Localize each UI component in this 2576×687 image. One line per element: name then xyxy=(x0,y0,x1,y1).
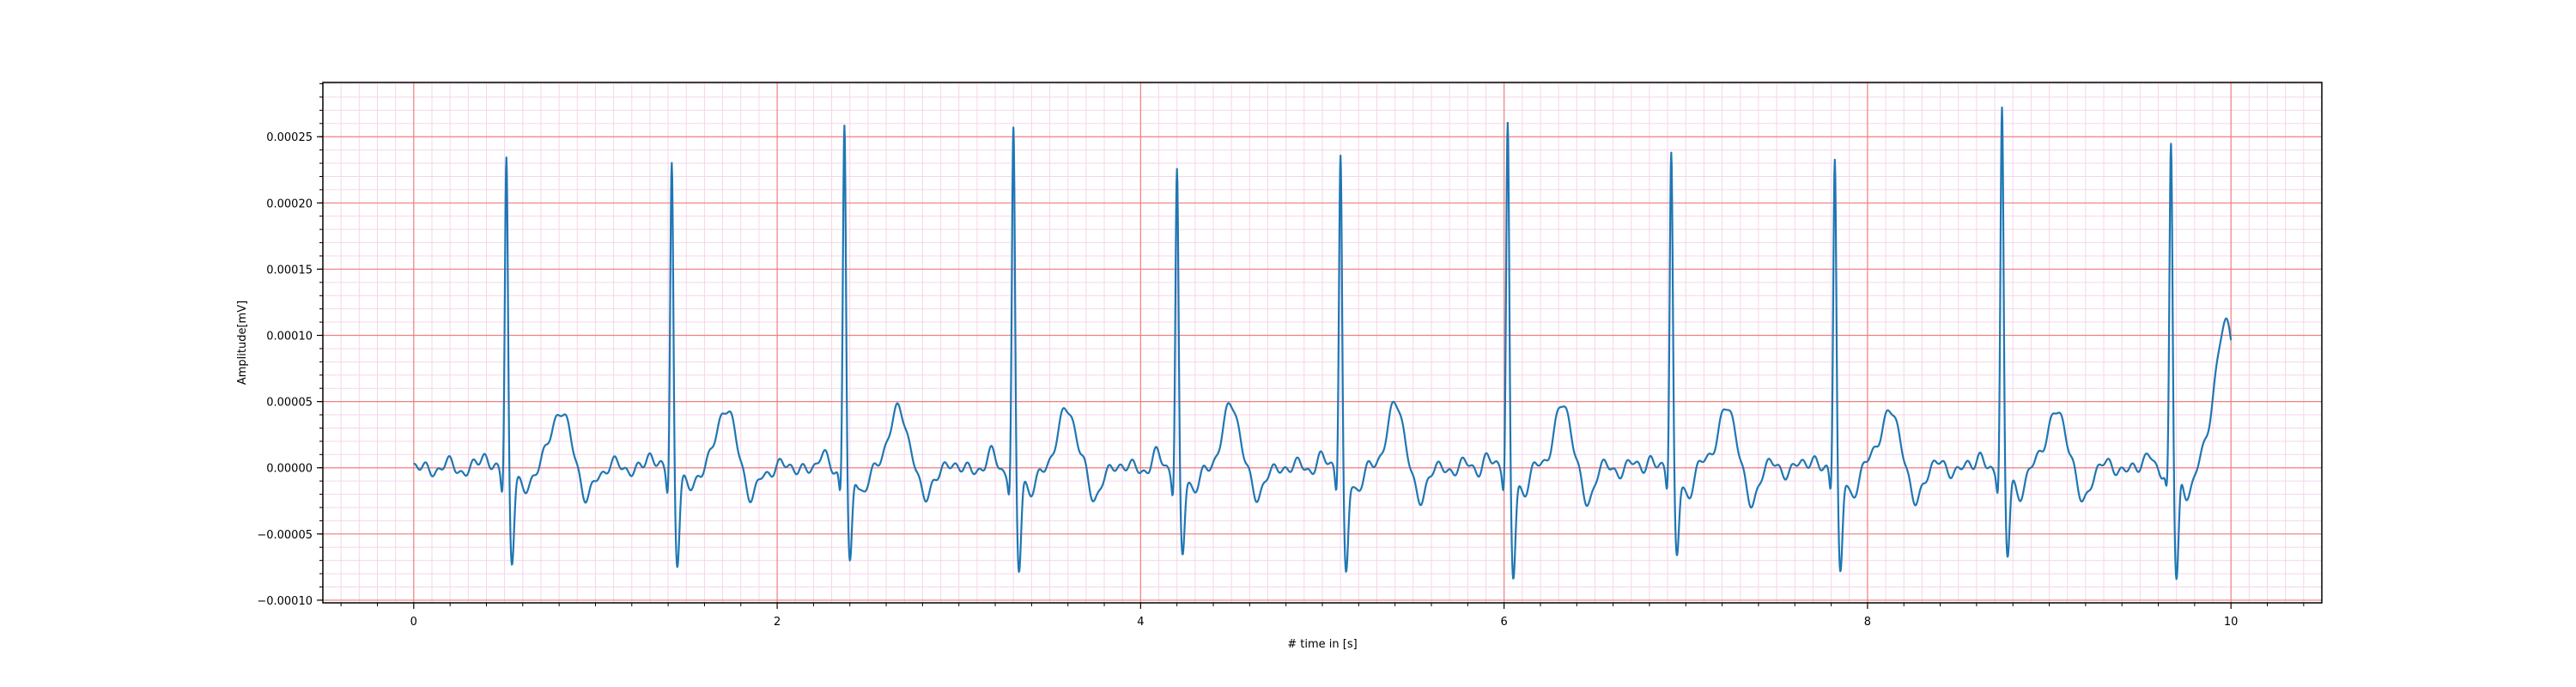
minor-grid xyxy=(322,82,2323,603)
x-axis-label: # time in [s] xyxy=(1287,638,1357,651)
x-tick-label: 8 xyxy=(1864,616,1871,629)
y-tick-label: 0.00015 xyxy=(266,264,313,277)
y-axis-label: Amplitude[mV] xyxy=(236,301,249,385)
y-tick-label: 0.00010 xyxy=(266,331,313,344)
x-axis-ticks: 0 2 4 6 8 10 xyxy=(340,603,2305,629)
y-tick-label: 0.00020 xyxy=(266,198,313,210)
x-tick-label: 6 xyxy=(1500,616,1507,629)
x-tick-label: 2 xyxy=(774,616,781,629)
y-tick-label: 0.00000 xyxy=(266,463,313,476)
x-tick-label: 0 xyxy=(410,616,417,629)
y-axis-ticks: −0.00010 −0.00005 0.00000 0.00005 0.00010 0.0… xyxy=(257,83,323,608)
y-tick-label: 0.00025 xyxy=(266,131,313,144)
y-tick-label: −0.00010 xyxy=(257,595,313,608)
x-tick-label: 4 xyxy=(1137,616,1144,629)
y-tick-label: −0.00005 xyxy=(257,529,313,542)
ecg-series-line xyxy=(413,106,2233,581)
x-tick-label: 10 xyxy=(2224,616,2239,629)
y-tick-label: 0.00005 xyxy=(266,397,313,410)
